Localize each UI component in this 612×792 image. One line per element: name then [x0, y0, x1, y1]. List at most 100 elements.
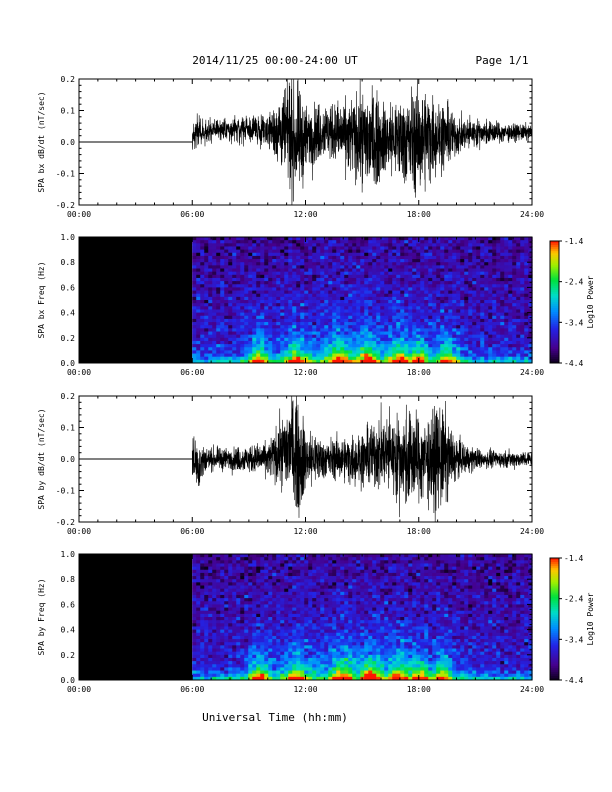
spectrogram-cell	[264, 322, 269, 326]
spectrogram-cell	[380, 246, 385, 250]
spectrogram-cell	[496, 262, 501, 266]
spectrogram-cell	[444, 277, 449, 282]
spectrogram-cell	[240, 246, 245, 250]
spectrogram-cell	[376, 265, 381, 269]
spectrogram-cell	[336, 277, 341, 282]
spectrogram-cell	[396, 356, 401, 361]
spectrogram-cell	[296, 654, 301, 659]
spectrogram-cell	[244, 667, 249, 671]
spectrogram-cell	[520, 315, 525, 320]
spectrogram-cell	[276, 281, 281, 285]
spectrogram-cell	[384, 237, 389, 241]
spectrogram-cell	[504, 284, 509, 288]
spectrogram-cell	[296, 645, 301, 649]
spectrogram-cell	[232, 598, 237, 602]
spectrogram-cell	[432, 255, 437, 260]
spectrogram-cell	[516, 287, 521, 291]
spectrogram-cell	[268, 344, 273, 348]
spectrogram-cell	[456, 290, 461, 295]
spectrogram-cell	[384, 344, 389, 348]
spectrogram-cell	[412, 322, 417, 326]
spectrogram-cell	[516, 309, 521, 313]
spectrogram-cell	[436, 290, 441, 295]
spectrogram-cell	[284, 328, 289, 332]
spectrogram-cell	[236, 296, 241, 301]
spectrogram-cell	[220, 353, 225, 358]
spectrogram-cell	[232, 287, 237, 291]
spectrogram-cell	[240, 265, 245, 269]
spectrogram-cell	[524, 293, 529, 298]
spectrogram-cell	[224, 246, 229, 250]
spectrogram-cell	[208, 337, 213, 342]
spectrogram-cell	[288, 607, 293, 612]
spectrogram-cell	[508, 306, 513, 310]
spectrogram-cell	[244, 331, 249, 336]
spectrogram-cell	[276, 312, 281, 317]
spectrogram-cell	[352, 306, 357, 310]
spectrogram-cell	[520, 271, 525, 276]
spectrogram-cell	[376, 255, 381, 260]
spectrogram-cell	[196, 347, 201, 351]
spectrogram-cell	[420, 347, 425, 351]
spectrogram-cell	[208, 620, 213, 624]
spectrogram-cell	[460, 359, 465, 364]
spectrogram-cell	[480, 331, 485, 336]
spectrogram-cell	[272, 325, 277, 329]
spectrogram-cell	[248, 281, 253, 285]
spectrogram-cell	[208, 281, 213, 285]
spectrogram-cell	[292, 569, 297, 574]
spectrogram-cell	[404, 312, 409, 317]
spectrogram-cell	[412, 318, 417, 323]
spectrogram-cell	[216, 642, 221, 646]
spectrogram-cell	[460, 350, 465, 354]
spectrogram-cell	[480, 252, 485, 257]
spectrogram-cell	[268, 639, 273, 643]
spectrogram-cell	[276, 277, 281, 282]
spectrogram-cell	[344, 255, 349, 260]
spectrogram-cell	[496, 359, 501, 364]
spectrogram-cell	[316, 284, 321, 288]
spectrogram-cell	[520, 252, 525, 257]
spectrogram-cell	[236, 259, 241, 263]
spectrogram-cell	[220, 639, 225, 643]
spectrogram-cell	[452, 312, 457, 317]
spectrogram-cell	[260, 572, 265, 577]
spectrogram-cell	[404, 271, 409, 276]
spectrogram-cell	[452, 306, 457, 310]
spectrogram-cell	[300, 642, 305, 646]
spectrogram-cell	[516, 240, 521, 244]
spectrogram-cell	[420, 296, 425, 301]
spectrogram-cell	[408, 303, 413, 307]
spectrogram-cell	[296, 328, 301, 332]
spectrogram-cell	[248, 309, 253, 313]
spectrogram-cell	[196, 582, 201, 586]
spectrogram-cell	[196, 626, 201, 630]
spectrogram-cell	[340, 303, 345, 307]
spectrogram-cell	[268, 300, 273, 304]
spectrogram-cell	[264, 617, 269, 621]
spectrogram-cell	[252, 654, 257, 659]
spectrogram-cell	[284, 610, 289, 615]
spectrogram-cell	[484, 287, 489, 291]
spectrogram-cell	[220, 337, 225, 342]
spectrogram-cell	[264, 353, 269, 358]
spectrogram-cell	[208, 293, 213, 298]
spectrogram-cell	[268, 557, 273, 561]
spectrogram-cell	[416, 340, 421, 345]
spectrogram-cell	[228, 651, 233, 656]
spectrogram-cell	[424, 309, 429, 313]
spectrogram-cell	[460, 347, 465, 351]
spectrogram-cell	[212, 300, 217, 304]
spectrogram-cell	[252, 594, 257, 599]
spectrogram-cell	[436, 268, 441, 273]
spectrogram-cell	[520, 303, 525, 307]
spectrogram-cell	[276, 315, 281, 320]
spectrogram-cell	[296, 284, 301, 288]
spectrogram-cell	[264, 642, 269, 646]
colorbar-band	[550, 259, 559, 262]
spectrogram-cell	[244, 325, 249, 329]
spectrogram-cell	[272, 557, 277, 561]
spectrogram-cell	[368, 259, 373, 263]
spectrogram-cell	[224, 284, 229, 288]
spectrogram-cell	[332, 277, 337, 282]
